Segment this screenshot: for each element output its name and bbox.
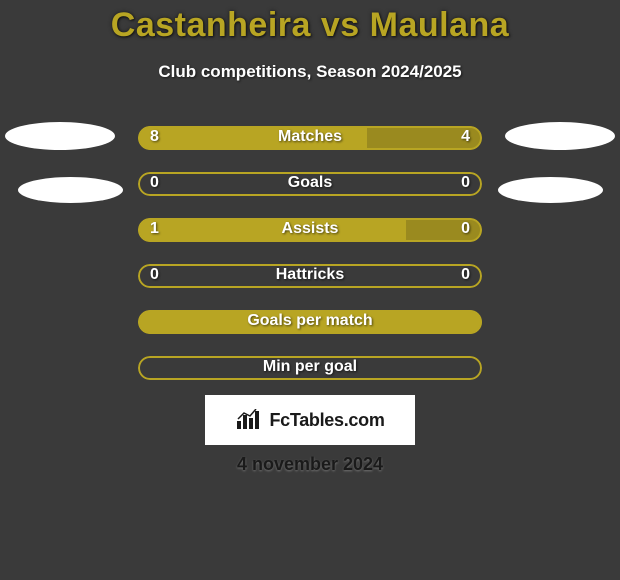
brand-bars-icon <box>235 409 263 431</box>
stat-row: Hattricks0 0 <box>138 264 482 288</box>
stat-value-left: 1 <box>150 220 159 238</box>
stat-value-right: 0 <box>461 174 470 192</box>
stat-label: Goals <box>138 174 482 192</box>
stat-label: Matches <box>138 128 482 146</box>
stat-value-left: 0 <box>150 174 159 192</box>
stat-row: Matches8 4 <box>138 126 482 150</box>
side-ellipse <box>498 177 603 203</box>
comparison-infographic: Castanheira vs Maulana Club competitions… <box>0 0 620 580</box>
side-ellipse <box>18 177 123 203</box>
subtitle: Club competitions, Season 2024/2025 <box>0 62 620 82</box>
stat-label: Assists <box>138 220 482 238</box>
main-title: Castanheira vs Maulana <box>0 6 620 45</box>
stat-value-left: 8 <box>150 128 159 146</box>
stat-label: Hattricks <box>138 266 482 284</box>
player-left-name: Castanheira <box>111 6 311 44</box>
stat-label: Goals per match <box>138 312 482 330</box>
title-vs: vs <box>321 6 360 44</box>
stat-value-right: 4 <box>461 128 470 146</box>
brand-text: FcTables.com <box>269 410 384 431</box>
stat-row: Goals0 0 <box>138 172 482 196</box>
side-ellipse <box>5 122 115 150</box>
stat-row: Goals per match <box>138 310 482 334</box>
stat-row: Assists1 0 <box>138 218 482 242</box>
stat-row: Min per goal <box>138 356 482 380</box>
date-text: 4 november 2024 <box>0 454 620 475</box>
side-ellipse <box>505 122 615 150</box>
brand-box: FcTables.com <box>205 395 415 445</box>
stat-value-left: 0 <box>150 266 159 284</box>
stat-value-right: 0 <box>461 266 470 284</box>
stat-label: Min per goal <box>138 358 482 376</box>
player-right-name: Maulana <box>370 6 510 44</box>
stat-value-right: 0 <box>461 220 470 238</box>
